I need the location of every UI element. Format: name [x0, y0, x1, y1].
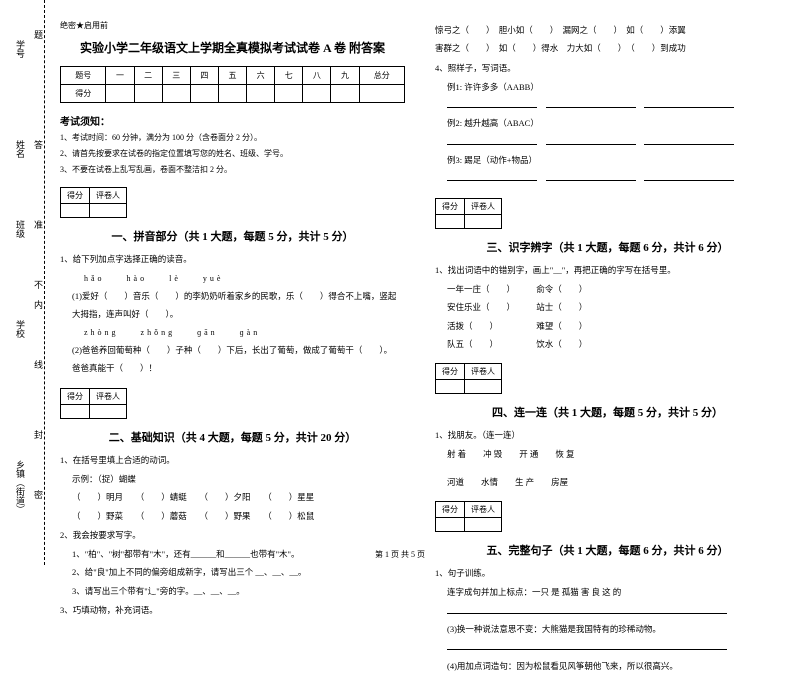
label-banji: 班级 [14, 220, 27, 238]
q2-row: （ ）野菜 （ ）蘑菇 （ ）野果 （ ）松鼠 [72, 509, 405, 524]
score-box-label: 得分 [61, 188, 90, 204]
notice-heading: 考试须知： [60, 113, 405, 128]
score-table: 题号 一 二 三 四 五 六 七 八 九 总分 得分 [60, 66, 405, 103]
answer-blank [447, 604, 780, 619]
exam-title: 实验小学二年级语文上学期全真模拟考试试卷 A 卷 附答案 [60, 39, 405, 56]
score-box-label: 评卷人 [465, 364, 502, 380]
q2-example: 示例：（捉）蝴蝶 [72, 472, 405, 487]
q1-line: 爸爸真能干（ ）！ [72, 361, 405, 376]
section-score-box: 得分 评卷人 [60, 388, 127, 419]
left-column: 绝密★启用前 实验小学二年级语文上学期全真模拟考试试卷 A 卷 附答案 题号 一… [60, 20, 405, 677]
score-col: 题号 [61, 67, 106, 85]
score-col: 六 [247, 67, 275, 85]
q1-line: 大拇指，连声叫好（ ）。 [72, 307, 405, 322]
score-col: 九 [331, 67, 359, 85]
score-col: 一 [106, 67, 134, 85]
q2-line: 3、请写出三个带有"辶"旁的字。__、__、__。 [72, 584, 405, 599]
section-score-box: 得分 评卷人 [435, 363, 502, 394]
q4-head: 1、找朋友。（连一连） [435, 428, 780, 443]
score-header-row: 题号 一 二 三 四 五 六 七 八 九 总分 [61, 67, 405, 85]
score-col: 八 [303, 67, 331, 85]
notice-item: 1、考试时间：60 分钟，满分为 100 分（含卷面分 2 分）。 [60, 132, 405, 145]
section-score-box: 得分 评卷人 [435, 198, 502, 229]
q3-row: 队五（ ） 饮水（ ） [447, 337, 780, 352]
example-row: 例2: 越升越高（ABAC） [447, 116, 780, 131]
q4-head: 4、照样子，写词语。 [435, 61, 780, 76]
blank-row [447, 171, 780, 186]
score-box-label: 评卷人 [90, 188, 127, 204]
q5-line: (4)用加点词造句：因为松鼠看见风筝朝他飞来，所以很高兴。 [447, 659, 780, 674]
idiom-row: 惊弓之（ ） 胆小如（ ） 漏网之（ ） 如（ ）添翼 [435, 23, 780, 38]
label-xingming: 姓名 [14, 140, 27, 158]
score-col: 七 [275, 67, 303, 85]
q5-line: (3)换一种说法意思不变：大熊猫是我国特有的珍稀动物。 [447, 622, 780, 637]
q2-row: （ ）明月 （ ）蜻蜓 （ ）夕阳 （ ）星星 [72, 490, 405, 505]
q3-row: 活拨（ ） 难望（ ） [447, 319, 780, 334]
connect-row: 射 着 冲 毁 开 通 恢 复 [447, 447, 780, 462]
notice-item: 3、不要在试卷上乱写乱画，卷面不整洁扣 2 分。 [60, 164, 405, 177]
q1-line: (2)爸爸养回葡萄种（ ）子种（ ）下后，长出了葡萄，做成了葡萄干（ ）。 [72, 343, 405, 358]
q1-head: 1、给下列加点字选择正确的读音。 [60, 252, 405, 267]
label-xuehao: 学号 [14, 40, 27, 58]
blank-row [447, 135, 780, 150]
page-content: 绝密★启用前 实验小学二年级语文上学期全真模拟考试试卷 A 卷 附答案 题号 一… [60, 20, 780, 677]
score-box-label: 评卷人 [465, 198, 502, 214]
score-col: 五 [218, 67, 246, 85]
q2-3-head: 3、巧填动物，补充词语。 [60, 603, 405, 618]
example-row: 例3: 踢足（动作+物品） [447, 153, 780, 168]
q2-line: 2、给"良"加上不同的偏旁组成新字，请写出三个 __、__、__。 [72, 565, 405, 580]
q5-head: 1、句子训练。 [435, 566, 780, 581]
example-row: 例1: 许许多多（AABB） [447, 80, 780, 95]
q2-1-head: 1、在括号里填上合适的动词。 [60, 453, 405, 468]
pinyin-row: zhòng zhǒng ɡān ɡàn [84, 326, 405, 340]
score-box-label: 评卷人 [465, 502, 502, 518]
answer-blank [447, 640, 780, 655]
q3-row: 安住乐业（ ） 站士（ ） [447, 300, 780, 315]
label-xiangzhen: 乡镇（街道） [14, 460, 27, 514]
pinyin-row: hǎo hào lè yuè [84, 272, 405, 286]
label-xuexiao: 学校 [14, 320, 27, 338]
notice-item: 2、请首先按要求在试卷的指定位置填写您的姓名、班级、学号。 [60, 148, 405, 161]
section-1-title: 一、拼音部分（共 1 大题，每题 5 分，共计 5 分） [60, 228, 405, 244]
section-4-title: 四、连一连（共 1 大题，每题 5 分，共计 5 分） [435, 404, 780, 420]
q2-2-head: 2、我会按要求写字。 [60, 528, 405, 543]
score-col: 总分 [359, 67, 404, 85]
score-col: 四 [190, 67, 218, 85]
page-footer: 第 1 页 共 5 页 [0, 549, 800, 560]
seal-line [44, 0, 45, 565]
score-value-row: 得分 [61, 85, 405, 103]
section-score-box: 得分 评卷人 [435, 501, 502, 532]
section-3-title: 三、识字辨字（共 1 大题，每题 6 分，共计 6 分） [435, 239, 780, 255]
q3-row: 一年一庄（ ） 俞令（ ） [447, 282, 780, 297]
secret-mark: 绝密★启用前 [60, 20, 405, 31]
binding-labels: 学号 姓名 班级 学校 乡镇（街道） 题 答 准 不 内 线 封 密 [8, 0, 38, 565]
score-box-label: 得分 [436, 364, 465, 380]
section-2-title: 二、基础知识（共 4 大题，每题 5 分，共计 20 分） [60, 429, 405, 445]
score-box-label: 得分 [436, 502, 465, 518]
q5-line: 连字成句并加上标点：一只 是 孤猫 害 良 这 的 [447, 585, 780, 600]
q3-head: 1、找出词语中的错别字，画上"__"，再把正确的字写在括号里。 [435, 263, 780, 278]
idiom-row: 害群之（ ） 如（ ）得水 力大如（ ） （ ）到成功 [435, 41, 780, 56]
score-box-label: 得分 [61, 388, 90, 404]
score-label: 得分 [61, 85, 106, 103]
connect-row: 河道 水情 生 产 房屋 [447, 475, 780, 490]
section-score-box: 得分 评卷人 [60, 187, 127, 218]
score-col: 三 [162, 67, 190, 85]
score-col: 二 [134, 67, 162, 85]
blank-row [447, 98, 780, 113]
q1-line: (1)爱好（ ）音乐（ ）的李奶奶听着家乡的民歌，乐（ ）得合不上嘴，竖起 [72, 289, 405, 304]
score-box-label: 得分 [436, 198, 465, 214]
right-column: 惊弓之（ ） 胆小如（ ） 漏网之（ ） 如（ ）添翼 害群之（ ） 如（ ）得… [435, 20, 780, 677]
score-box-label: 评卷人 [90, 388, 127, 404]
